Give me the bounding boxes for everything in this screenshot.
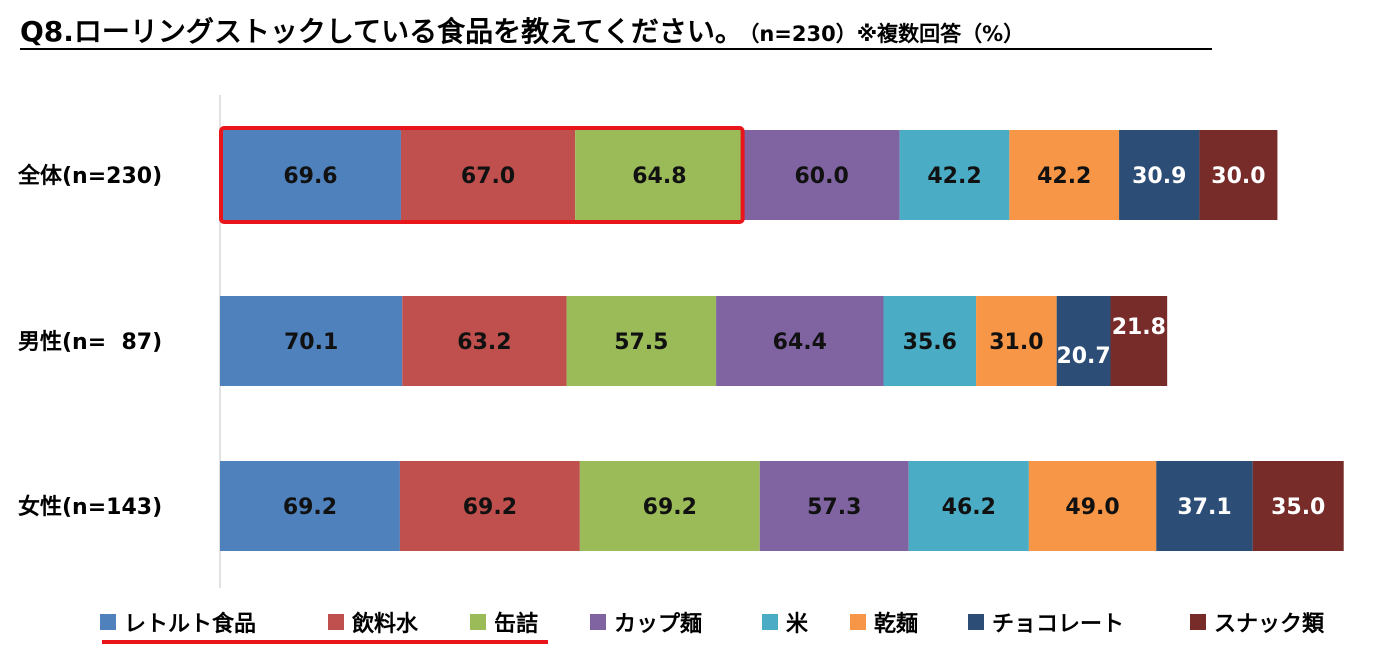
- legend-label: 米: [786, 612, 809, 637]
- bar-segment: [402, 296, 567, 386]
- legend-item-3: カップ麺: [590, 606, 702, 638]
- legend-swatch: [328, 614, 344, 630]
- legend-swatch: [850, 614, 866, 630]
- category-label-2: 女性(n=143): [18, 495, 163, 520]
- bar-segment: [399, 461, 580, 551]
- category-label-1: 男性(n= 87): [18, 330, 163, 355]
- bar-segment: [1028, 461, 1157, 551]
- data-label: 64.8: [632, 164, 686, 189]
- bar-segment: [220, 296, 403, 386]
- data-label: 42.2: [1037, 164, 1091, 189]
- legend-label: スナック類: [1214, 612, 1325, 637]
- legend-label: 缶詰: [494, 612, 539, 637]
- data-label: 31.0: [989, 330, 1043, 355]
- bar-segment: [1252, 461, 1344, 551]
- bar-segment: [566, 296, 717, 386]
- legend-item-6: チョコレート: [968, 606, 1124, 638]
- data-label: 60.0: [794, 164, 848, 189]
- legend-label: カップ麺: [614, 612, 703, 637]
- data-label: 64.4: [773, 330, 827, 355]
- data-label: 57.5: [614, 330, 668, 355]
- bar-segment: [1156, 461, 1253, 551]
- legend-item-0: レトルト食品: [100, 606, 256, 638]
- data-label: 37.1: [1177, 495, 1231, 520]
- bar-segment: [716, 296, 884, 386]
- legend-item-7: スナック類: [1190, 606, 1324, 638]
- bar-segment: [220, 130, 401, 220]
- bar-segment: [976, 296, 1057, 386]
- legend-label: チョコレート: [992, 612, 1125, 637]
- data-label: 49.0: [1065, 495, 1119, 520]
- legend-swatch: [100, 614, 116, 630]
- bar-segment: [1056, 296, 1111, 386]
- bar-segment: [1199, 130, 1278, 220]
- legend-label: 飲料水: [352, 612, 419, 637]
- bar-segment: [579, 461, 760, 551]
- legend-swatch: [762, 614, 778, 630]
- bar-segment: [908, 461, 1029, 551]
- data-label: 46.2: [942, 495, 996, 520]
- data-label: 35.6: [903, 330, 957, 355]
- bar-segment: [1009, 130, 1120, 220]
- bar-segment: [883, 296, 977, 386]
- data-label: 63.2: [457, 330, 511, 355]
- stacked-bar-chart: 69.6 67.0 64.8 60.0 42.2 42.2 30.9 30.0 70.1 63.2…: [219, 95, 1344, 588]
- data-label: 69.2: [283, 495, 337, 520]
- bar-segment: [1119, 130, 1200, 220]
- data-label: 30.0: [1211, 164, 1265, 189]
- legend-item-1: 飲料水: [328, 606, 418, 638]
- chart-title-bar: Q8.ローリングストックしている食品を教えてください。 （n=230）※複数回答（…: [20, 10, 1212, 50]
- legend: レトルト食品 飲料水 缶詰 カップ麺 米 乾麺 チョコレート スナック類: [100, 600, 1380, 640]
- category-label-0: 全体(n=230): [18, 164, 163, 189]
- data-label: 69.2: [463, 495, 517, 520]
- data-label: 70.1: [284, 330, 338, 355]
- bar-segment: [220, 461, 400, 551]
- bar-segment: [1110, 296, 1168, 386]
- bar-segment: [759, 461, 909, 551]
- data-label: 69.2: [643, 495, 697, 520]
- chart-subtitle: （n=230）※複数回答（%）: [748, 22, 1025, 46]
- legend-label: レトルト食品: [124, 612, 257, 637]
- legend-swatch: [968, 614, 984, 630]
- legend-swatch: [470, 614, 486, 630]
- data-label: 20.7: [1056, 344, 1110, 369]
- legend-item-4: 米: [762, 606, 808, 638]
- bar-segment: [743, 130, 900, 220]
- bar-segment: [575, 130, 744, 220]
- bar-segment: [400, 130, 576, 220]
- chart-title: Q8.ローリングストックしている食品を教えてください。: [20, 15, 743, 48]
- bar-segment: [899, 130, 1010, 220]
- data-label: 69.6: [283, 164, 337, 189]
- highlight-box: [219, 126, 745, 224]
- legend-item-2: 缶詰: [470, 606, 538, 638]
- legend-item-5: 乾麺: [850, 606, 918, 638]
- legend-swatch: [590, 614, 606, 630]
- legend-label: 乾麺: [874, 612, 919, 637]
- legend-highlight-underline: [102, 640, 548, 644]
- data-label: 57.3: [807, 495, 861, 520]
- data-label: 42.2: [927, 164, 981, 189]
- data-label: 35.0: [1271, 495, 1325, 520]
- data-label: 21.8: [1112, 315, 1166, 340]
- legend-swatch: [1190, 614, 1206, 630]
- data-label: 67.0: [461, 164, 515, 189]
- data-label: 30.9: [1132, 164, 1186, 189]
